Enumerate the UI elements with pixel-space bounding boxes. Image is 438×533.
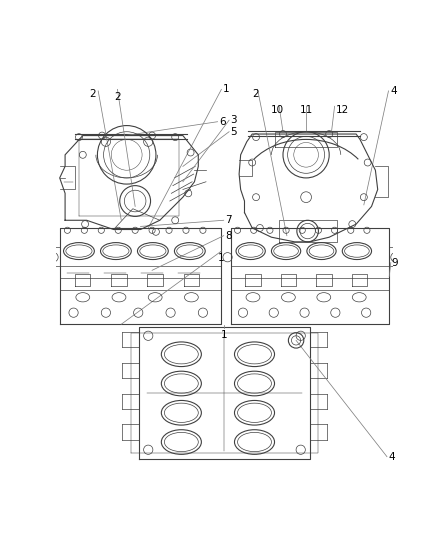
Text: 1: 1 (223, 84, 230, 94)
Text: 4: 4 (389, 453, 395, 463)
Text: 4: 4 (390, 86, 397, 96)
Text: 2: 2 (253, 88, 259, 99)
Text: 10: 10 (271, 105, 284, 115)
Text: 1: 1 (218, 253, 225, 263)
Text: 7: 7 (225, 215, 232, 225)
Text: 2: 2 (89, 90, 96, 99)
Text: 5: 5 (231, 127, 237, 137)
Text: 6: 6 (219, 117, 226, 127)
Text: 11: 11 (300, 105, 313, 115)
Text: 2: 2 (114, 92, 121, 102)
Text: 9: 9 (392, 259, 398, 269)
Text: 12: 12 (336, 105, 349, 115)
Text: 8: 8 (225, 231, 232, 241)
Text: 1: 1 (221, 329, 228, 340)
Text: 3: 3 (231, 115, 237, 125)
